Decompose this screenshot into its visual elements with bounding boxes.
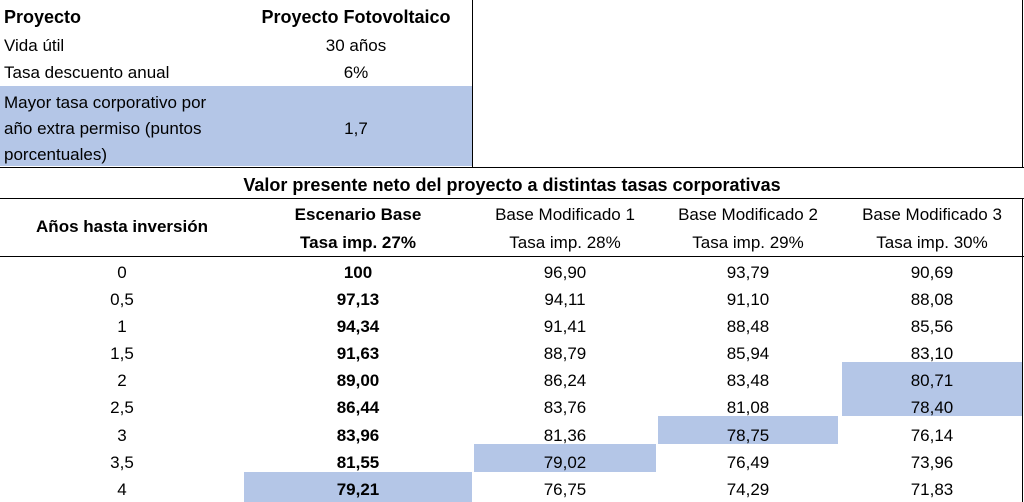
highlight-mod2 — [658, 416, 838, 444]
table-cell: 83,48 — [726, 371, 770, 390]
param-label-vida-util: Vida útil — [4, 36, 65, 55]
table-cell: 83,76 — [543, 398, 587, 417]
table-cell: 3 — [117, 426, 127, 445]
table-cell: 74,29 — [726, 480, 770, 499]
param-value-vida-util: 30 años — [325, 36, 387, 55]
table-cell: 2 — [117, 371, 127, 390]
table-cell: 71,83 — [910, 480, 954, 499]
table-cell: 83,10 — [910, 344, 954, 363]
table-cell: 81,36 — [543, 426, 587, 445]
table-cell: 96,90 — [543, 263, 587, 282]
param-value-extra: 1,7 — [344, 119, 368, 138]
table-cell: 0,5 — [110, 290, 134, 309]
table-cell: 79,02 — [543, 453, 587, 472]
title-bottom-border — [0, 198, 1024, 199]
table-cell: 88,48 — [726, 317, 770, 336]
table-cell: 78,75 — [726, 426, 770, 445]
header-bottom-border — [0, 256, 1024, 257]
param-label-extra-line2: año extra permiso (puntos — [4, 119, 202, 138]
project-label: Proyecto — [4, 7, 82, 27]
col-header-mod1-line2: Tasa imp. 28% — [509, 233, 621, 252]
param-label-tasa-descuento: Tasa descuento anual — [4, 63, 170, 82]
col-header-mod3-line2: Tasa imp. 30% — [876, 233, 988, 252]
table-cell: 78,40 — [910, 398, 954, 417]
table-cell: 88,08 — [910, 290, 954, 309]
table-cell: 100 — [343, 263, 373, 282]
table-cell: 81,55 — [336, 453, 380, 472]
col-header-base-line2: Tasa imp. 27% — [300, 233, 416, 252]
table-cell: 91,10 — [726, 290, 770, 309]
params-bottom-border — [0, 167, 1024, 168]
table-cell: 1 — [117, 317, 127, 336]
table-cell: 89,00 — [336, 371, 380, 390]
table-cell: 2,5 — [110, 398, 134, 417]
highlight-base — [244, 472, 472, 502]
table-cell: 91,63 — [336, 344, 380, 363]
extra-param-highlight — [0, 86, 472, 166]
param-value-tasa-descuento: 6% — [343, 63, 369, 82]
table-cell: 86,44 — [336, 398, 380, 417]
table-cell: 4 — [117, 480, 127, 499]
param-label-extra-line3: porcentuales) — [4, 145, 108, 164]
table-cell: 94,34 — [336, 317, 380, 336]
col-header-mod3-line1: Base Modificado 3 — [862, 205, 1002, 224]
col-header-mod1-line1: Base Modificado 1 — [495, 205, 635, 224]
table-cell: 76,14 — [910, 426, 954, 445]
table-cell: 81,08 — [726, 398, 770, 417]
param-label-extra-line1: Mayor tasa corporativo por — [4, 93, 207, 112]
table-cell: 79,21 — [336, 480, 380, 499]
table-cell: 91,41 — [543, 317, 587, 336]
col-header-base-line1: Escenario Base — [294, 205, 422, 224]
table-title: Valor presente neto del proyecto a disti… — [243, 175, 781, 195]
table-cell: 0 — [117, 263, 127, 282]
table-cell: 80,71 — [910, 371, 954, 390]
table-cell: 1,5 — [110, 344, 134, 363]
table-cell: 76,49 — [726, 453, 770, 472]
table-cell: 76,75 — [543, 480, 587, 499]
params-right-border — [1022, 0, 1023, 168]
table-cell: 88,79 — [543, 344, 587, 363]
table-cell: 97,13 — [336, 290, 380, 309]
table-cell: 73,96 — [910, 453, 954, 472]
table-cell: 3,5 — [110, 453, 134, 472]
table-cell: 83,96 — [336, 426, 380, 445]
project-name: Proyecto Fotovoltaico — [261, 7, 451, 27]
parameters-block: Proyecto Proyecto Fotovoltaico Vida útil… — [0, 0, 1024, 168]
col-header-mod2-line2: Tasa imp. 29% — [692, 233, 804, 252]
table-right-border — [1022, 198, 1023, 502]
table-cell: 85,56 — [910, 317, 954, 336]
col-header-years: Años hasta inversión — [36, 217, 208, 236]
params-divider — [472, 0, 473, 168]
col-header-mod2-line1: Base Modificado 2 — [678, 205, 818, 224]
table-cell: 90,69 — [910, 263, 954, 282]
table-cell: 94,11 — [544, 290, 586, 309]
highlight-mod1 — [474, 444, 656, 472]
table-cell: 86,24 — [543, 371, 587, 390]
table-cell: 93,79 — [726, 263, 770, 282]
table-cell: 85,94 — [726, 344, 770, 363]
highlight-mod3 — [842, 362, 1022, 416]
